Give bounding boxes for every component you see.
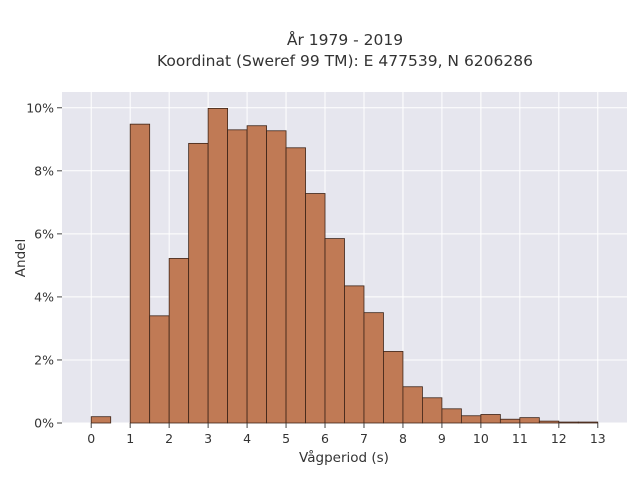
histogram-bar	[422, 397, 443, 424]
y-tick-label: 8%	[34, 163, 54, 178]
histogram-bar	[149, 315, 170, 424]
x-tick-label: 11	[512, 431, 528, 446]
x-tick-label: 12	[551, 431, 567, 446]
histogram-bar	[285, 147, 306, 424]
histogram-bar	[460, 415, 482, 424]
histogram-bar	[305, 193, 326, 424]
x-axis-label: Vågperiod (s)	[299, 449, 389, 466]
x-tick-label: 3	[204, 431, 212, 446]
histogram-bar	[519, 417, 540, 424]
y-axis-ticks: 0% 2% 4% 6% 8% 10%	[26, 100, 62, 431]
y-tick-label: 2%	[34, 352, 54, 367]
y-axis-label: Andel	[13, 239, 29, 277]
chart-title-line-1: År 1979 - 2019	[287, 30, 403, 49]
histogram-bar	[266, 130, 287, 424]
x-tick-label: 10	[473, 431, 489, 446]
x-tick-label: 1	[126, 431, 134, 446]
histogram-bar	[324, 238, 345, 424]
y-tick-label: 4%	[34, 289, 54, 304]
histogram-bar	[246, 125, 267, 424]
x-tick-label: 4	[243, 431, 251, 446]
histogram-bar	[538, 420, 560, 424]
x-tick-label: 13	[590, 431, 606, 446]
x-tick-label: 6	[321, 431, 329, 446]
histogram-bar	[577, 421, 599, 424]
histogram-bar	[499, 418, 521, 424]
y-tick-label: 0%	[34, 416, 54, 431]
histogram-bar	[558, 421, 579, 424]
y-tick-label: 10%	[26, 100, 54, 115]
x-tick-label: 2	[165, 431, 173, 446]
x-tick-label: 8	[399, 431, 407, 446]
histogram-bar	[227, 129, 248, 424]
y-tick-label: 6%	[34, 226, 54, 241]
histogram-bar	[402, 386, 423, 424]
histogram-bar	[168, 258, 190, 424]
histogram-bar	[363, 312, 384, 424]
x-axis-ticks: 0 1 2 3 4 5 6 7 8 9 10 11 12 13	[87, 423, 606, 446]
histogram-bar	[441, 408, 462, 424]
x-tick-label: 5	[282, 431, 290, 446]
chart-title-line-2: Koordinat (Sweref 99 TM): E 477539, N 62…	[157, 52, 533, 70]
histogram-bar	[129, 123, 151, 424]
histogram-bar	[188, 142, 209, 424]
bars	[90, 107, 599, 424]
histogram-bar	[90, 416, 112, 424]
histogram-bar	[480, 414, 501, 424]
histogram-bar	[207, 107, 229, 424]
histogram-bar	[383, 351, 404, 424]
x-tick-label: 9	[438, 431, 446, 446]
x-tick-label: 7	[360, 431, 368, 446]
histogram-bar	[344, 285, 365, 424]
x-tick-label: 0	[87, 431, 95, 446]
